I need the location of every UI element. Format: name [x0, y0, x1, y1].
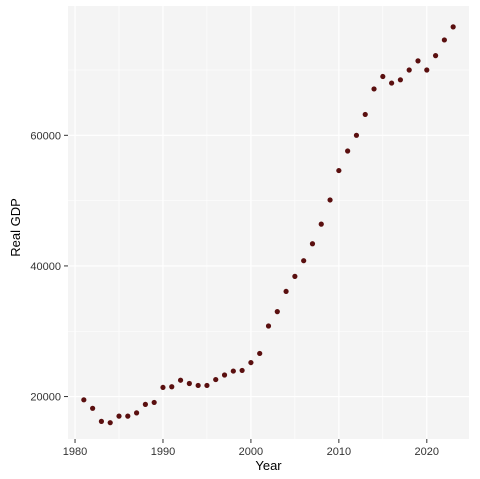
data-point [265, 323, 272, 329]
x-tick-label: 2000 [239, 446, 263, 458]
data-point [90, 405, 96, 411]
data-point [318, 221, 324, 227]
data-point [248, 359, 254, 366]
data-point [309, 241, 316, 247]
data-points [81, 24, 456, 426]
data-point [257, 350, 263, 357]
data-point [362, 111, 368, 118]
data-point [292, 273, 298, 279]
data-point [133, 410, 140, 416]
data-point [239, 367, 245, 374]
data-point [327, 197, 333, 203]
data-point [169, 384, 175, 390]
data-point [142, 401, 148, 407]
data-point [450, 24, 456, 30]
data-point [107, 420, 113, 426]
data-point [230, 368, 236, 374]
data-point [432, 53, 439, 59]
data-point [213, 376, 219, 383]
data-point [274, 309, 280, 315]
data-point [301, 258, 307, 264]
x-tick-label: 2010 [327, 446, 351, 458]
data-point [204, 382, 210, 389]
data-point [406, 67, 412, 73]
x-tick-label: 1980 [63, 446, 87, 458]
data-point [353, 132, 360, 138]
data-point [380, 73, 386, 80]
x-axis-title: Year [255, 458, 282, 473]
data-point [151, 399, 157, 406]
data-point [283, 288, 289, 295]
y-axis-title: Real GDP [8, 198, 23, 257]
data-point [424, 67, 430, 73]
data-point [98, 418, 105, 424]
data-point [336, 167, 342, 174]
data-point [221, 372, 228, 378]
data-point [371, 86, 377, 92]
data-point [116, 413, 122, 419]
data-point [186, 380, 192, 387]
y-tick-label: 40000 [30, 261, 61, 273]
data-point [160, 384, 166, 391]
y-tick-label: 60000 [30, 130, 61, 142]
y-tick-label: 20000 [30, 392, 61, 404]
data-point [81, 397, 87, 403]
x-tick-label: 2020 [415, 446, 439, 458]
y-axis-ticks: 20000 40000 60000 [30, 130, 68, 404]
data-point [441, 37, 447, 43]
grid-major [68, 6, 469, 439]
data-point [195, 382, 201, 389]
x-tick-label: 1990 [151, 446, 175, 458]
data-point [389, 80, 395, 86]
data-point [125, 413, 131, 419]
x-axis-ticks: 1980 1990 2000 2010 2020 [63, 439, 439, 458]
data-point [345, 148, 351, 154]
data-point [177, 377, 184, 383]
data-point [397, 77, 404, 83]
data-point [415, 58, 421, 64]
